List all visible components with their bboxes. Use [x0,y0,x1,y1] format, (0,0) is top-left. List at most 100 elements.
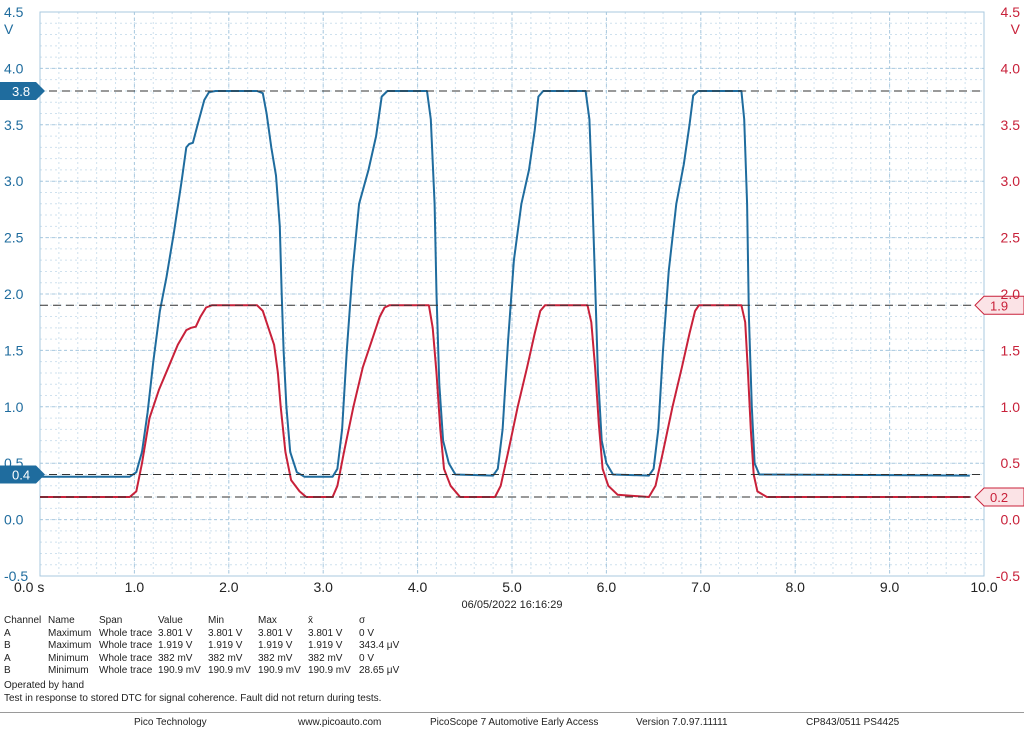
y-tick-label-right: 4.5 [1001,4,1021,20]
measurement-cell: 382 mV [308,652,343,664]
marker-badge [974,487,1024,507]
measurement-cell: 190.9 mV [308,665,351,676]
x-tick-label: 7.0 [691,579,711,595]
measurement-cell: 190.9 mV [258,665,301,676]
measurement-cell: 0 V [359,652,375,664]
measurement-cell: A [4,652,11,664]
y-tick-label-left: 1.0 [4,399,24,415]
measurement-cell: 1.919 V [158,640,193,651]
measurement-cell: B [4,640,11,651]
marker-badge [974,295,1024,315]
measurement-cell: Whole trace [99,652,153,664]
measurement-cell: 382 mV [208,652,243,664]
marker-label: 0.4 [12,467,30,482]
measurement-cell: 190.9 mV [158,665,201,676]
footer: Pico Technology www.picoauto.com PicoSco… [0,712,1024,729]
y-tick-label-right: 2.0 [1001,286,1021,302]
measurement-cell: Minimum [48,665,89,676]
footer-version: Version 7.0.97.11111 [636,717,728,728]
measurement-cell: A [4,627,11,639]
footer-company: Pico Technology [134,717,207,728]
marker-label: 0.2 [990,490,1008,505]
measurement-header-cell: Name [48,615,75,626]
oscilloscope-chart: 3.8 0.4 1.9 0.2 4.5 4.0 3.5 3.0 2.5 2.0 1.5 1.0 0.5… [0,4,1024,610]
y-tick-label-left: 0.5 [4,455,24,471]
y-tick-label-right: 0.0 [1001,512,1021,528]
measurement-header-cell: σ [359,615,366,626]
measurement-header-cell: Value [158,615,183,626]
y-tick-label-left: 4.5 [4,4,24,20]
trace-line-a [40,90,970,478]
measurement-row: A Minimum Whole trace 382 mV 382 mV 382 mV 382… [4,653,419,666]
y-tick-label-right: 2.5 [1001,230,1021,246]
marker-badge [0,81,45,100]
measurement-cell: B [4,665,11,676]
x-tick-label: 3.0 [313,579,333,595]
y-tick-label-right: 1.0 [1001,399,1021,415]
timestamp: 06/05/2022 16:16:29 [462,599,563,610]
y-tick-label-left: -0.5 [4,568,28,584]
y-tick-label-left: 4.0 [4,60,24,76]
measurement-header-cell: Span [99,615,123,626]
measurement-cell: 3.801 V [258,627,293,639]
footer-product: PicoScope 7 Automotive Early Access [430,717,599,728]
y-tick-label-left: 3.5 [4,117,24,133]
x-tick-label: 9.0 [880,579,900,595]
x-tick-label: 0.0 s [14,579,44,595]
plot-frame [39,11,985,577]
measurement-cell: 190.9 mV [208,665,251,676]
y-tick-label-right: 4.0 [1001,60,1021,76]
measurement-cell: Whole trace [99,665,153,676]
measurements-table: Channel Name Span Value Min Max x̄ σ A Maximum Wh… [4,615,419,678]
measurement-cell: 3.801 V [208,627,243,639]
y-tick-label-right: 0.5 [1001,455,1021,471]
y-tick-label-right: 1.5 [1001,342,1021,358]
y-tick-label-right: 3.0 [1001,173,1021,189]
measurement-cell: 343.4 μV [359,640,400,651]
y-tick-label-left: 2.0 [4,286,24,302]
marker-label: 3.8 [12,84,30,99]
y-tick-label-left: 1.5 [4,342,24,358]
measurement-header-cell: x̄ [308,615,313,626]
axis-ticks: 4.5 4.0 3.5 3.0 2.5 2.0 1.5 1.0 0.5 0.0 -0.5 4.5 4.0… [4,4,1021,595]
measurement-cell: 382 mV [258,652,293,664]
x-tick-label: 6.0 [597,579,617,595]
measurement-row: B Minimum Whole trace 190.9 mV 190.9 mV 190.9… [4,665,419,678]
x-tick-label: 8.0 [785,579,805,595]
y-tick-label-right: -0.5 [996,568,1020,584]
x-tick-label: 5.0 [502,579,522,595]
measurement-cell: Minimum [48,652,89,664]
measurement-cell: Whole trace [99,640,153,651]
marker-label: 1.9 [990,298,1008,313]
measurement-cell: 0 V [359,627,375,639]
y-tick-label-left: 3.0 [4,173,24,189]
notes: Operated by hand Test in response to sto… [4,680,381,705]
grid [39,11,985,577]
footer-website: www.picoauto.com [298,717,382,728]
measurement-row: A Maximum Whole trace 3.801 V 3.801 V 3.801 V… [4,628,419,641]
x-tick-label: 2.0 [219,579,239,595]
x-tick-label: 10.0 [970,579,997,595]
marker-badge [0,465,45,484]
measurements-header: Channel Name Span Value Min Max x̄ σ [4,615,419,628]
y-tick-label-left: 0.0 [4,512,24,528]
y-tick-label-right: 3.5 [1001,117,1021,133]
y-unit-right: V [1011,21,1021,37]
measurement-header-cell: Max [258,615,277,626]
measurement-row: B Maximum Whole trace 1.919 V 1.919 V 1.919 V… [4,640,419,653]
measurement-cell: 3.801 V [158,627,193,639]
description-note: Test in response to stored DTC for signa… [4,692,382,704]
operated-note: Operated by hand [4,680,85,691]
reference-markers: 3.8 0.4 1.9 0.2 [0,81,1024,507]
measurement-cell: 1.919 V [208,640,243,651]
measurement-cell: Maximum [48,640,92,651]
measurement-header-cell: Min [208,615,225,626]
x-tick-label: 1.0 [125,579,145,595]
y-unit-left: V [4,21,14,37]
trace-line-b [40,304,970,498]
measurement-header-cell: Channel [4,615,42,626]
measurement-cell: 3.801 V [308,627,343,639]
measurement-cell: 1.919 V [308,640,343,651]
x-tick-label: 4.0 [408,579,428,595]
measurement-cell: 382 mV [158,652,193,664]
